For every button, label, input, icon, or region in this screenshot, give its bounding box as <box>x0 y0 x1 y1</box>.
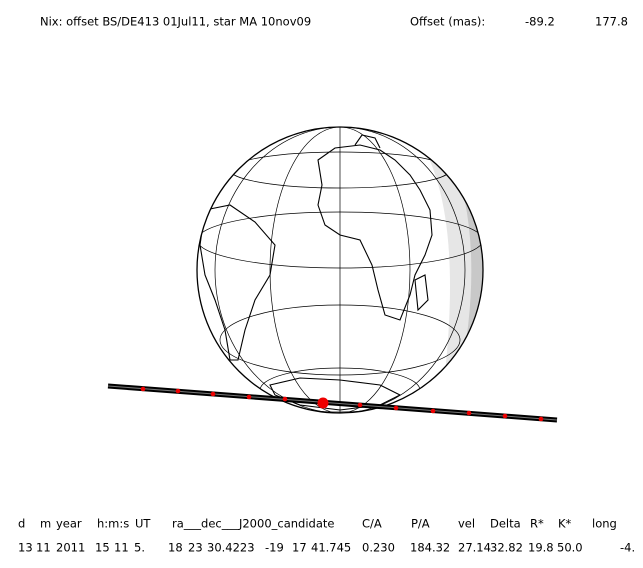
cell: 27.14 <box>458 541 491 555</box>
title: Nix: offset BS/DE413 01Jul11, star MA 10… <box>40 15 311 29</box>
offset-label: Offset (mas): <box>410 15 485 29</box>
column-header: R* <box>530 517 544 531</box>
column-header: h:m:s <box>97 517 129 531</box>
cell: 15 <box>95 541 110 555</box>
cell: 184.32 <box>410 541 450 555</box>
column-header: UT <box>135 517 151 531</box>
column-header: d <box>18 517 25 531</box>
globe <box>196 126 484 414</box>
column-header: m <box>40 517 51 531</box>
column-header: Delta <box>490 517 521 531</box>
cell: 13 <box>18 541 33 555</box>
cell: 11 <box>114 541 129 555</box>
column-header: C/A <box>362 517 382 531</box>
occultation-path <box>107 383 558 423</box>
cell: 18 <box>168 541 183 555</box>
cell: 23 <box>188 541 203 555</box>
cell: 41.745 <box>311 541 351 555</box>
cell: 0.230 <box>362 541 395 555</box>
cell: 2011 <box>56 541 85 555</box>
column-header: ra___dec___J2000_candidate <box>172 517 334 531</box>
cell: 5. <box>134 541 145 555</box>
column-header: vel <box>458 517 475 531</box>
cell: 50.0 <box>557 541 583 555</box>
cell: 19.8 <box>528 541 554 555</box>
cell: 17 <box>292 541 307 555</box>
column-header: P/A <box>411 517 430 531</box>
cell: 11 <box>36 541 51 555</box>
offset-value: -89.2 <box>525 15 555 29</box>
column-header: K* <box>558 517 572 531</box>
offset-value: 177.8 <box>595 15 628 29</box>
column-header: long <box>592 517 617 531</box>
cell: 30.4223 <box>207 541 255 555</box>
cell: -4. <box>620 541 635 555</box>
table-row: 13 11 2011 15 11 5. 18 23 30.4223 -19 17… <box>18 541 635 555</box>
table-header: d m year h:m:s UT ra___dec___J2000_candi… <box>18 517 617 531</box>
cell: -19 <box>265 541 284 555</box>
column-header: year <box>56 517 82 531</box>
cell: 32.82 <box>490 541 523 555</box>
